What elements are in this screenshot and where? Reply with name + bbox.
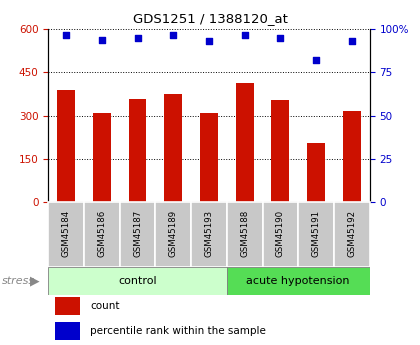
Bar bbox=[155, 202, 191, 267]
Bar bbox=[334, 202, 370, 267]
Bar bbox=[262, 202, 298, 267]
Bar bbox=[227, 267, 370, 295]
Bar bbox=[307, 143, 325, 202]
Bar bbox=[129, 99, 147, 202]
Text: GSM45184: GSM45184 bbox=[62, 210, 71, 257]
Point bbox=[170, 32, 177, 37]
Point bbox=[134, 35, 141, 41]
Bar bbox=[271, 100, 289, 202]
Bar bbox=[236, 82, 254, 202]
Text: control: control bbox=[118, 276, 157, 286]
Text: GSM45187: GSM45187 bbox=[133, 210, 142, 257]
Point bbox=[98, 37, 105, 42]
Text: GDS1251 / 1388120_at: GDS1251 / 1388120_at bbox=[133, 12, 287, 25]
Bar bbox=[93, 113, 111, 202]
Point bbox=[349, 39, 355, 44]
Text: GSM45191: GSM45191 bbox=[312, 210, 320, 257]
Text: acute hypotension: acute hypotension bbox=[247, 276, 350, 286]
Bar bbox=[48, 267, 227, 295]
Point bbox=[206, 39, 212, 44]
Bar bbox=[120, 202, 155, 267]
Bar bbox=[298, 202, 334, 267]
Text: GSM45192: GSM45192 bbox=[347, 210, 356, 257]
Bar bbox=[227, 202, 262, 267]
Text: percentile rank within the sample: percentile rank within the sample bbox=[90, 326, 266, 336]
Text: count: count bbox=[90, 301, 120, 311]
Bar bbox=[48, 202, 84, 267]
Bar bbox=[191, 202, 227, 267]
Text: ▶: ▶ bbox=[30, 275, 40, 288]
Text: GSM45186: GSM45186 bbox=[97, 210, 106, 257]
Bar bbox=[200, 113, 218, 202]
Point bbox=[312, 58, 319, 63]
Point bbox=[63, 32, 70, 37]
Bar bbox=[84, 202, 120, 267]
Bar bbox=[164, 94, 182, 202]
Text: GSM45188: GSM45188 bbox=[240, 210, 249, 257]
Text: GSM45193: GSM45193 bbox=[205, 210, 213, 257]
Text: GSM45190: GSM45190 bbox=[276, 210, 285, 257]
Bar bbox=[343, 111, 361, 202]
Text: GSM45189: GSM45189 bbox=[169, 210, 178, 257]
Bar bbox=[57, 90, 75, 202]
Bar bbox=[55, 323, 81, 340]
Bar bbox=[55, 297, 81, 315]
Point bbox=[241, 32, 248, 37]
Point bbox=[277, 35, 284, 41]
Text: stress: stress bbox=[2, 276, 35, 286]
